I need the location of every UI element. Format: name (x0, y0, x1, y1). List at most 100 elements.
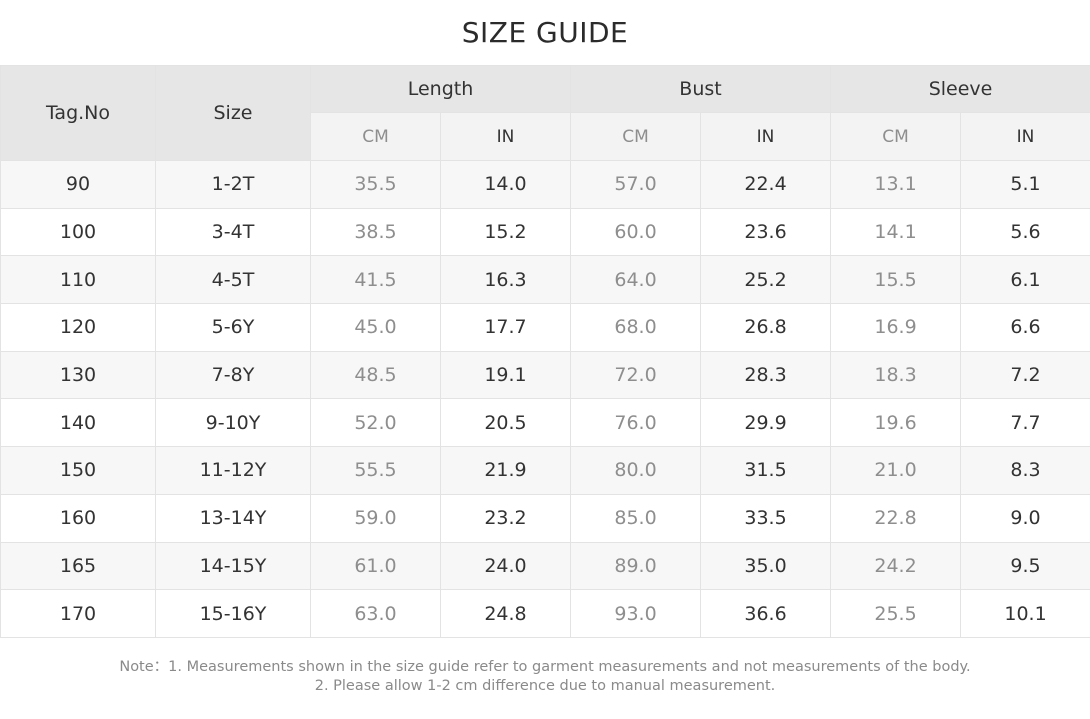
cell-bust-cm: 85.0 (570, 493, 702, 543)
cell-size: 4-5T (155, 255, 311, 305)
cell-size: 5-6Y (155, 303, 311, 352)
cell-bust-in: 29.9 (700, 398, 832, 448)
note-line-2: 2. Please allow 1-2 cm difference due to… (314, 678, 776, 694)
cell-sleeve-in: 6.6 (960, 303, 1090, 352)
cell-sleeve-in: 9.0 (960, 493, 1090, 543)
table-body: 90 1-2T 35.5 14.0 57.0 22.4 13.1 5.1 100… (0, 160, 1090, 638)
cell-sleeve-cm: 14.1 (830, 207, 962, 257)
cell-bust-cm: 57.0 (570, 160, 702, 209)
cell-bust-cm: 68.0 (570, 303, 702, 352)
cell-sleeve-cm: 21.0 (830, 446, 962, 495)
cell-bust-in: 35.0 (700, 541, 832, 591)
cell-tag-no: 110 (0, 255, 156, 305)
cell-length-cm: 55.5 (310, 446, 441, 495)
cell-sleeve-in: 7.2 (960, 350, 1090, 400)
table-row: 160 13-14Y 59.0 23.2 85.0 33.5 22.8 9.0 (0, 493, 1090, 543)
cell-sleeve-cm: 25.5 (830, 589, 962, 638)
cell-length-cm: 63.0 (310, 589, 441, 638)
cell-tag-no: 90 (0, 160, 156, 209)
cell-length-cm: 45.0 (310, 303, 441, 352)
cell-length-cm: 41.5 (310, 255, 441, 305)
cell-length-in: 14.0 (439, 160, 572, 209)
table-row: 170 15-16Y 63.0 24.8 93.0 36.6 25.5 10.1 (0, 589, 1090, 638)
cell-sleeve-cm: 18.3 (830, 350, 962, 400)
cell-bust-cm: 89.0 (570, 541, 702, 591)
cell-sleeve-in: 6.1 (960, 255, 1090, 305)
cell-length-cm: 61.0 (310, 541, 441, 591)
cell-tag-no: 120 (0, 303, 156, 352)
cell-size: 9-10Y (155, 398, 311, 448)
cell-length-cm: 59.0 (310, 493, 441, 543)
cell-length-cm: 52.0 (310, 398, 441, 448)
header-row-groups: Tag.No Size Length Bust Sleeve (0, 65, 1090, 161)
cell-sleeve-in: 7.7 (960, 398, 1090, 448)
cell-bust-cm: 64.0 (570, 255, 702, 305)
cell-bust-in: 26.8 (700, 303, 832, 352)
table-row: 120 5-6Y 45.0 17.7 68.0 26.8 16.9 6.6 (0, 303, 1090, 352)
cell-tag-no: 160 (0, 493, 156, 543)
cell-tag-no: 100 (0, 207, 156, 257)
header-bust-in: IN (700, 112, 832, 161)
cell-length-in: 19.1 (439, 350, 572, 400)
cell-bust-cm: 93.0 (570, 589, 702, 638)
cell-size: 7-8Y (155, 350, 311, 400)
cell-size: 14-15Y (155, 541, 311, 591)
cell-tag-no: 150 (0, 446, 156, 495)
cell-length-in: 17.7 (439, 303, 572, 352)
cell-size: 3-4T (155, 207, 311, 257)
cell-bust-in: 28.3 (700, 350, 832, 400)
size-note: Note：1. Measurements shown in the size g… (0, 658, 1090, 696)
table-row: 140 9-10Y 52.0 20.5 76.0 29.9 19.6 7.7 (0, 398, 1090, 448)
header-group-bust: Bust (570, 65, 832, 113)
cell-tag-no: 130 (0, 350, 156, 400)
cell-length-cm: 48.5 (310, 350, 441, 400)
cell-sleeve-cm: 16.9 (830, 303, 962, 352)
cell-bust-cm: 60.0 (570, 207, 702, 257)
cell-tag-no: 165 (0, 541, 156, 591)
cell-sleeve-cm: 15.5 (830, 255, 962, 305)
cell-length-in: 23.2 (439, 493, 572, 543)
cell-bust-in: 31.5 (700, 446, 832, 495)
header-row-units: CM IN CM IN CM IN (1, 112, 1090, 161)
table-row: 130 7-8Y 48.5 19.1 72.0 28.3 18.3 7.2 (0, 350, 1090, 400)
header-bust-cm: CM (570, 112, 702, 161)
cell-sleeve-in: 10.1 (960, 589, 1090, 638)
cell-sleeve-cm: 19.6 (830, 398, 962, 448)
header-group-sleeve: Sleeve (830, 65, 1090, 113)
cell-sleeve-cm: 22.8 (830, 493, 962, 543)
cell-length-in: 15.2 (439, 207, 572, 257)
note-line-1: Note：1. Measurements shown in the size g… (119, 659, 971, 675)
cell-length-in: 16.3 (439, 255, 572, 305)
cell-sleeve-in: 5.6 (960, 207, 1090, 257)
cell-size: 11-12Y (155, 446, 311, 495)
cell-bust-in: 25.2 (700, 255, 832, 305)
cell-length-in: 20.5 (439, 398, 572, 448)
cell-sleeve-in: 5.1 (960, 160, 1090, 209)
cell-bust-cm: 76.0 (570, 398, 702, 448)
header-sleeve-in: IN (960, 112, 1090, 161)
header-length-cm: CM (310, 112, 441, 161)
table-row: 165 14-15Y 61.0 24.0 89.0 35.0 24.2 9.5 (0, 541, 1090, 591)
cell-bust-in: 22.4 (700, 160, 832, 209)
table-row: 100 3-4T 38.5 15.2 60.0 23.6 14.1 5.6 (0, 207, 1090, 257)
header-sleeve-cm: CM (830, 112, 962, 161)
cell-bust-in: 23.6 (700, 207, 832, 257)
page-title: SIZE GUIDE (461, 16, 629, 49)
cell-length-in: 21.9 (439, 446, 572, 495)
cell-tag-no: 140 (0, 398, 156, 448)
cell-size: 13-14Y (155, 493, 311, 543)
header-size: Size (155, 65, 311, 161)
cell-bust-cm: 80.0 (570, 446, 702, 495)
cell-tag-no: 170 (0, 589, 156, 638)
cell-sleeve-in: 9.5 (960, 541, 1090, 591)
cell-sleeve-cm: 13.1 (830, 160, 962, 209)
cell-size: 15-16Y (155, 589, 311, 638)
table-row: 150 11-12Y 55.5 21.9 80.0 31.5 21.0 8.3 (0, 446, 1090, 495)
cell-size: 1-2T (155, 160, 311, 209)
table-row: 90 1-2T 35.5 14.0 57.0 22.4 13.1 5.1 (0, 160, 1090, 209)
table-row: 110 4-5T 41.5 16.3 64.0 25.2 15.5 6.1 (0, 255, 1090, 305)
cell-length-cm: 38.5 (310, 207, 441, 257)
cell-bust-in: 33.5 (700, 493, 832, 543)
header-tag-no: Tag.No (0, 65, 156, 161)
cell-bust-cm: 72.0 (570, 350, 702, 400)
